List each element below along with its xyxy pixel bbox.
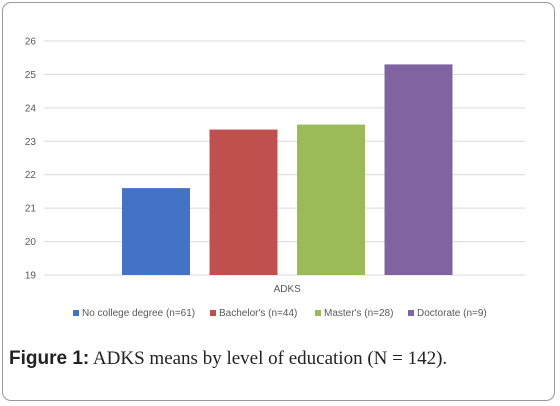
- bar: [297, 124, 365, 275]
- y-tick-label: 26: [25, 37, 37, 48]
- legend-label: No college degree (n=61): [82, 308, 195, 319]
- figure-caption: Figure 1: ADKS means by level of educati…: [9, 348, 447, 370]
- figure-frame: [2, 2, 555, 401]
- legend-swatch: [210, 310, 216, 316]
- x-axis-categories: ADKS: [274, 284, 302, 295]
- y-tick-label: 23: [25, 137, 37, 148]
- legend-swatch: [408, 310, 414, 316]
- y-axis-ticks: 19 20 21 22 23 24 25 26: [25, 37, 37, 282]
- y-tick-label: 25: [25, 70, 37, 81]
- caption-text: ADKS means by level of education (N = 14…: [89, 348, 448, 369]
- x-category-label: ADKS: [274, 284, 302, 295]
- legend-swatch: [315, 310, 321, 316]
- legend-label: Master's (n=28): [324, 308, 393, 319]
- gridlines: [44, 40, 525, 276]
- bar: [122, 188, 190, 275]
- bar: [384, 64, 453, 276]
- y-tick-label: 20: [25, 237, 37, 248]
- legend-label: Bachelor's (n=44): [219, 308, 297, 319]
- legend: No college degree (n=61) Bachelor's (n=44…: [73, 308, 487, 319]
- legend-label: Doctorate (n=9): [417, 308, 487, 319]
- y-tick-label: 19: [25, 271, 37, 282]
- bar: [209, 129, 278, 275]
- y-tick-label: 24: [25, 103, 37, 114]
- legend-swatch: [73, 310, 79, 316]
- caption-label: Figure 1:: [9, 348, 90, 369]
- y-tick-label: 22: [25, 170, 37, 181]
- bars: [122, 64, 453, 276]
- y-tick-label: 21: [25, 204, 37, 215]
